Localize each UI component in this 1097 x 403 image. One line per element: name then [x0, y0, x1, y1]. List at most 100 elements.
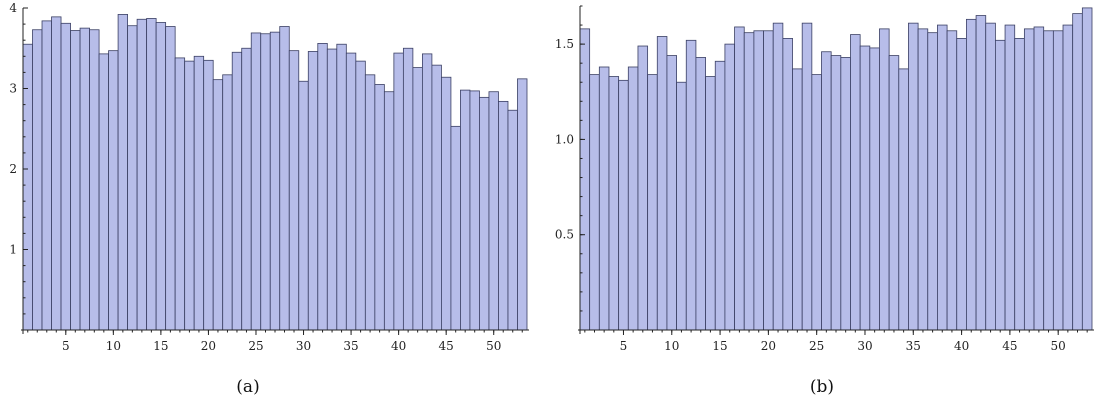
- bar: [355, 60, 366, 331]
- bar: [705, 76, 716, 331]
- x-tick-label: 5: [62, 339, 70, 353]
- bar: [1052, 30, 1064, 331]
- bar: [792, 68, 803, 331]
- x-tick-label: 15: [712, 339, 727, 353]
- bar: [608, 76, 620, 331]
- bar: [374, 84, 385, 331]
- x-tick-label: 35: [343, 339, 358, 353]
- bar: [888, 55, 900, 331]
- bar: [32, 29, 43, 331]
- bar: [79, 27, 90, 331]
- bar: [859, 45, 871, 331]
- y-tick-label: 2: [9, 162, 17, 176]
- x-tick-label: 25: [248, 339, 263, 353]
- bar: [772, 22, 784, 331]
- bar: [898, 68, 909, 331]
- bar: [70, 30, 81, 331]
- bar: [450, 125, 461, 331]
- bar: [830, 55, 842, 331]
- bar: [89, 29, 100, 331]
- bar: [288, 50, 300, 331]
- bar: [51, 16, 62, 331]
- bar: [966, 18, 977, 331]
- chart-panel-b: 0.5 1.0 1.5 5 10 15 20 25 30 35 40 45 50: [555, 5, 1094, 353]
- y-tick-label: 1.0: [555, 132, 574, 146]
- y-tick-label: 1.5: [555, 37, 574, 51]
- x-tick-label: 15: [153, 339, 168, 353]
- bar: [676, 81, 687, 331]
- bar: [479, 96, 490, 331]
- bar: [402, 47, 414, 331]
- bar: [589, 74, 600, 331]
- bar: [393, 52, 404, 331]
- x-tick-label: 50: [486, 339, 501, 353]
- bar: [174, 57, 186, 331]
- bar: [956, 38, 967, 331]
- bar: [1023, 28, 1035, 331]
- bar: [946, 30, 958, 331]
- bar: [136, 18, 148, 331]
- bar: [685, 39, 697, 331]
- bar: [917, 28, 929, 331]
- bar: [975, 15, 987, 331]
- bar: [618, 79, 629, 331]
- bar: [821, 51, 832, 331]
- bar: [269, 31, 281, 331]
- bar: [1081, 7, 1093, 331]
- x-tick-label: 25: [809, 339, 824, 353]
- bar: [507, 109, 518, 331]
- x-tick-label: 20: [761, 339, 776, 353]
- bar: [869, 47, 880, 331]
- bar: [317, 43, 328, 331]
- x-tick-label: 5: [620, 339, 628, 353]
- bar: [656, 36, 668, 331]
- bar: [469, 90, 480, 331]
- x-tick-label: 50: [1051, 339, 1066, 353]
- x-tick-label: 20: [201, 339, 216, 353]
- bar: [441, 76, 452, 331]
- bar: [498, 100, 509, 331]
- bar: [41, 20, 52, 331]
- bar: [647, 74, 658, 331]
- bar: [326, 48, 338, 331]
- bar: [108, 50, 119, 331]
- bar: [937, 24, 948, 331]
- bar: [763, 30, 774, 331]
- bar: [517, 78, 528, 331]
- x-tick-label: 30: [857, 339, 872, 353]
- bar: [927, 32, 938, 331]
- bar: [184, 60, 195, 331]
- bar: [345, 52, 357, 331]
- bar: [193, 55, 205, 331]
- bar: [260, 33, 271, 331]
- bar: [1033, 26, 1045, 331]
- bar: [364, 74, 376, 331]
- y-tick-label: 0.5: [555, 228, 574, 242]
- bar: [155, 22, 167, 331]
- bar: [995, 39, 1006, 331]
- x-tick-label: 40: [391, 339, 406, 353]
- bar: [336, 43, 347, 331]
- bar: [22, 43, 33, 331]
- bar: [98, 53, 109, 331]
- x-tick-label: 40: [954, 339, 969, 353]
- x-tick-label: 45: [439, 339, 454, 353]
- x-tick-label: 10: [106, 339, 121, 353]
- bar: [298, 80, 309, 331]
- bar: [879, 28, 890, 331]
- bar: [637, 45, 649, 331]
- bar: [598, 66, 610, 331]
- bar: [1072, 13, 1083, 331]
- bar: [985, 22, 996, 331]
- bar: [734, 26, 745, 331]
- bar: [203, 59, 214, 331]
- bar: [666, 55, 678, 331]
- bar: [908, 22, 919, 331]
- bar: [412, 67, 423, 331]
- bar: [431, 64, 442, 331]
- bar: [212, 79, 224, 331]
- x-tick-label: 35: [906, 339, 921, 353]
- bar: [279, 26, 290, 331]
